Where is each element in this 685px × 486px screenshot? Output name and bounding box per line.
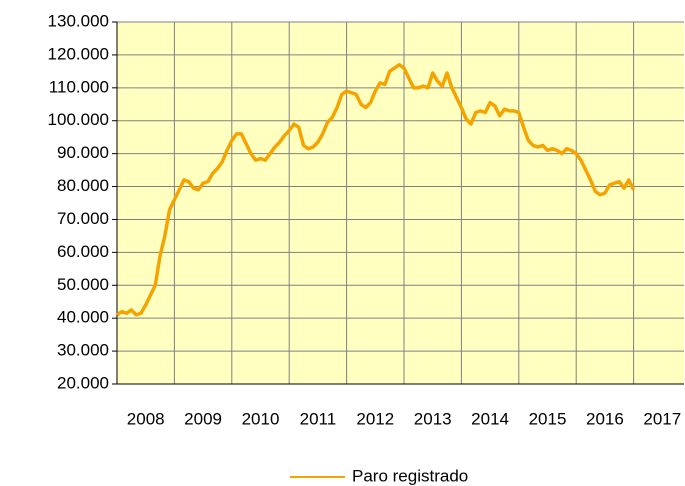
y-tick-label: 70.000 [57,209,109,228]
x-tick-label: 2009 [184,409,222,428]
y-tick-label: 40.000 [57,308,109,327]
y-tick-label: 60.000 [57,242,109,261]
x-tick-label: 2010 [242,409,280,428]
x-tick-label: 2016 [586,409,624,428]
y-tick-label: 100.000 [48,110,109,129]
y-tick-label: 120.000 [48,44,109,63]
y-tick-label: 130.000 [48,11,109,30]
x-tick-label: 2017 [643,409,681,428]
y-tick-label: 20.000 [57,373,109,392]
x-tick-label: 2013 [414,409,452,428]
y-tick-label: 80.000 [57,176,109,195]
y-tick-label: 30.000 [57,341,109,360]
x-tick-label: 2011 [300,409,337,428]
y-tick-label: 90.000 [57,143,109,162]
plot-area [117,22,684,384]
x-tick-label: 2014 [471,409,509,428]
legend-label: Paro registrado [352,466,468,485]
x-tick-label: 2008 [127,409,165,428]
y-tick-label: 50.000 [57,275,109,294]
x-tick-label: 2012 [356,409,394,428]
data-line [116,63,636,317]
x-tick-label: 2015 [529,409,567,428]
y-tick-label: 110.000 [49,77,109,96]
